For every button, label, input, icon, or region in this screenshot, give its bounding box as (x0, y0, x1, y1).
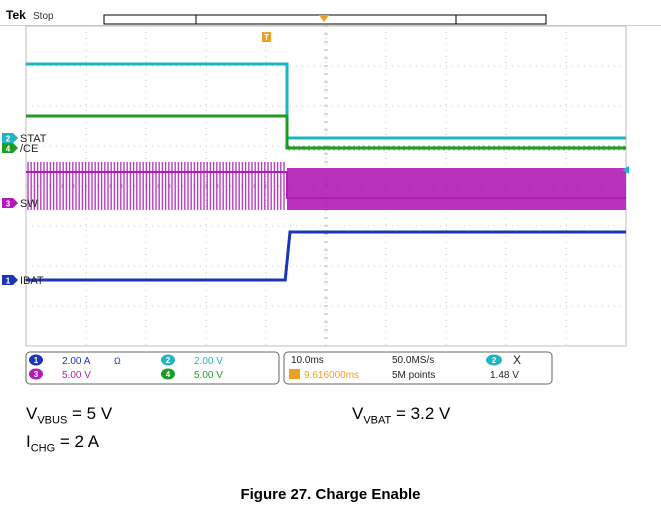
channel-2-marker-number: 2 (6, 135, 11, 144)
settings-readout: 1 2.00 A Ω 2 2.00 V 3 5.00 V 4 5.00 V 10.0ms 9.616… (25, 351, 553, 385)
channel-4-marker (2, 143, 18, 153)
readout-channel-4-scale: 5.00 V (194, 370, 223, 381)
readout-channel-4-badge (161, 368, 175, 380)
trigger-position-marker (262, 32, 271, 42)
waveform-traces (26, 62, 626, 282)
channel-2-marker (2, 133, 18, 143)
channel-markers: 2 STAT 4/CE 3 SW 1 IBAT (2, 133, 629, 287)
trigger-offset-readout: 9.616000ms (304, 370, 359, 381)
trigger-level-readout: 1.48 V (490, 370, 519, 381)
trigger-edge-readout: X (513, 353, 521, 367)
trigger-offset-icon (289, 369, 300, 379)
readout-channel-2-badge (161, 354, 175, 366)
readout-channel-4-number: 4 (166, 370, 171, 379)
vertical-readout-box (25, 351, 280, 385)
vbat-condition: VVBAT = 3.2 V (352, 404, 451, 427)
channel-3-marker (2, 198, 18, 208)
figure-caption: Figure 27. Charge Enable (240, 486, 421, 503)
trigger-position-label: T (264, 33, 269, 42)
channel-1-marker-number: 1 (6, 277, 11, 286)
channel-3-label: SW (20, 198, 38, 210)
channel-4-marker-number: 4 (6, 145, 11, 154)
trace-sw (26, 171, 626, 199)
timebase-readout: 10.0ms (291, 355, 324, 366)
trace-ibat (26, 230, 626, 282)
trigger-channel-number: 2 (492, 356, 497, 365)
channel-4-label: /CE (20, 143, 38, 155)
vbus-condition: VVBUS = 5 V (26, 404, 113, 427)
readout-channel-1-scale: 2.00 A (62, 356, 91, 367)
sample-rate-readout: 50.0MS/s (392, 355, 434, 366)
oscilloscope-screenshot: Tek Stop T 2 STAT 4/CE 3 SW 1 IBAT 1 2.00 A Ω 2 2.00… (0, 8, 661, 385)
channel-1-marker (2, 275, 18, 285)
record-length-readout: 5M points (392, 370, 435, 381)
readout-channel-3-badge (29, 368, 43, 380)
readout-channel-1-coupling: Ω (114, 356, 121, 366)
trigger-channel-badge (486, 354, 502, 366)
record-trigger-marker (319, 15, 329, 22)
ichg-condition: ICHG = 2 A (26, 432, 100, 455)
readout-channel-1-number: 1 (34, 356, 39, 365)
readout-channel-3-number: 3 (34, 370, 39, 379)
brand-label: Tek (6, 8, 26, 22)
readout-channel-3-scale: 5.00 V (62, 370, 91, 381)
trigger-level-marker (622, 166, 629, 174)
channel-1-label: IBAT (20, 275, 44, 287)
readout-channel-2-number: 2 (166, 356, 171, 365)
readout-channel-2-scale: 2.00 V (194, 356, 223, 367)
trace-ce (26, 114, 626, 150)
acquisition-state: Stop (33, 11, 54, 22)
horizontal-readout-box (283, 351, 553, 385)
sw-switching-band (287, 168, 626, 210)
trace-stat (26, 62, 626, 140)
readout-channel-1-badge (29, 354, 43, 366)
channel-3-marker-number: 3 (6, 200, 11, 209)
channel-2-label: STAT (20, 133, 47, 145)
